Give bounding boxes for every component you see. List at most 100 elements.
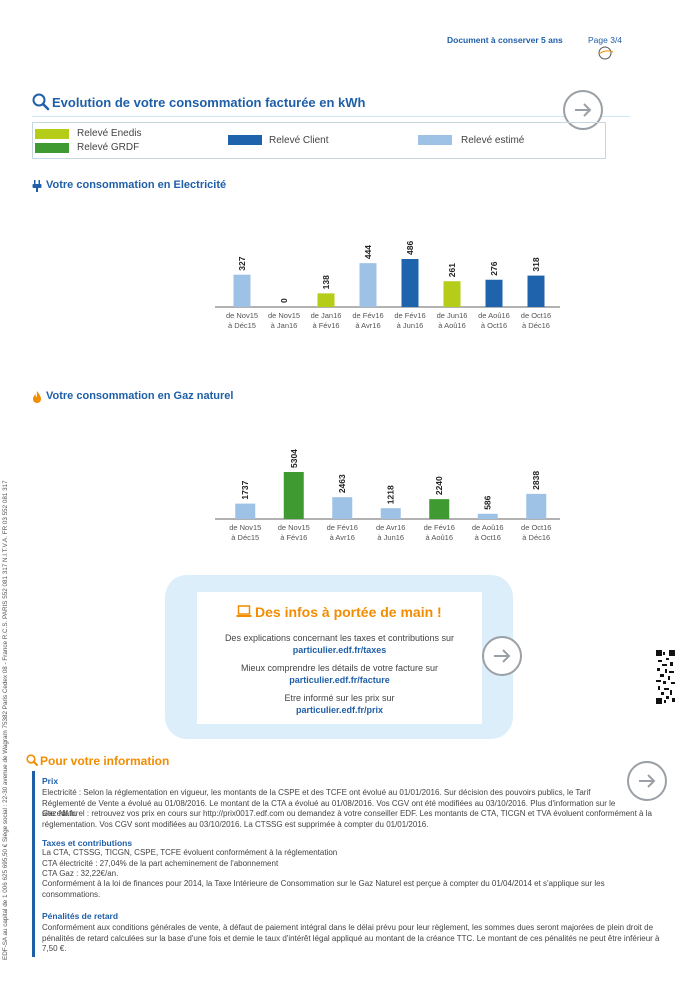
bar-value-label: 2240 (434, 476, 444, 495)
category-label: à Déc15 (231, 533, 259, 542)
magnifier-icon (26, 754, 38, 766)
legend-swatch-enedis (35, 129, 69, 139)
chart-bar (527, 275, 545, 307)
arrow-right-icon (575, 103, 592, 117)
category-label: de Nov15 (226, 311, 258, 320)
category-label: de Nov15 (278, 523, 310, 532)
info-link-prix[interactable]: particulier.edf.fr/prix (295, 705, 384, 715)
category-label: à Déc16 (522, 533, 550, 542)
bar-value-label: 261 (447, 263, 457, 277)
chart-bar (317, 293, 335, 307)
info-text-prix: Etre informé sur les prix sur (284, 693, 395, 703)
category-label: à Déc16 (522, 321, 550, 330)
chart-bar (233, 274, 251, 307)
category-label: de Nov15 (268, 311, 300, 320)
category-label: à Déc15 (228, 321, 256, 330)
bar-value-label: 327 (237, 256, 247, 270)
category-label: de Avr16 (376, 523, 405, 532)
bar-value-label: 138 (321, 275, 331, 289)
info-link-facture[interactable]: particulier.edf.fr/facture (289, 675, 390, 685)
category-label: de Fév16 (394, 311, 425, 320)
bar-value-label: 2463 (337, 474, 347, 493)
info-link-taxes[interactable]: particulier.edf.fr/taxes (292, 645, 387, 655)
info-text-facture: Mieux comprendre les détails de votre fa… (240, 663, 439, 673)
legend-label-client: Relevé Client (269, 135, 329, 146)
bar-value-label: 586 (483, 495, 493, 509)
taxes-line-4: Conformément à la loi de finances pour 2… (42, 879, 605, 899)
prix-electricite-text: Electricité : Selon la réglementation en… (42, 788, 616, 818)
category-label: de Aoû16 (478, 311, 510, 320)
gas-title: Votre consommation en Gaz naturel (46, 390, 234, 402)
more-arrow-button[interactable] (563, 90, 603, 130)
info-title: Des infos à portée de main ! (255, 604, 442, 620)
category-label: de Jan16 (311, 311, 342, 320)
category-label: à Oct16 (481, 321, 507, 330)
bar-value-label: 5304 (289, 449, 299, 468)
bar-value-label: 2838 (531, 471, 541, 490)
chart-bar (332, 497, 353, 519)
taxes-line-2: CTA électricité : 27,04% de la part ache… (42, 859, 279, 868)
plug-icon (32, 180, 42, 192)
arrow-right-icon (494, 649, 511, 663)
legend-swatch-estime (418, 135, 452, 145)
category-label: de Aoû16 (472, 523, 504, 532)
category-label: de Nov15 (229, 523, 261, 532)
category-label: à Jun16 (397, 321, 424, 330)
prix-gaz-text: Gaz Naturel : retrouvez vos prix en cour… (42, 809, 652, 829)
category-label: de Fév16 (352, 311, 383, 320)
chart-bar (485, 279, 503, 307)
information-accent-bar (32, 771, 35, 957)
consumption-title: Evolution de votre consommation facturée… (52, 95, 366, 110)
category-label: à Aoû16 (438, 321, 466, 330)
bar-value-label: 276 (489, 261, 499, 275)
info-arrow-button[interactable] (482, 636, 522, 676)
category-label: à Fév16 (312, 321, 339, 330)
chart-legend: Relevé Enedis Relevé GRDF Relevé Client … (32, 122, 606, 159)
taxes-line-1: La CTA, CTSSG, TICGN, CSPE, TCFE évoluen… (42, 848, 338, 857)
legal-side-text: EDF-SA au capital de 1 006 625 695,50 € … (2, 480, 9, 960)
category-label: de Jun16 (437, 311, 468, 320)
taxes-line-3: CTA Gaz : 32,22€/an. (42, 869, 119, 878)
edf-logo (598, 46, 614, 60)
taxes-heading: Taxes et contributions (42, 838, 133, 848)
bar-value-label: 444 (363, 245, 373, 259)
chart-bar (401, 259, 419, 307)
bar-value-label: 486 (405, 241, 415, 255)
retention-note: Document à conserver 5 ans (447, 35, 563, 45)
info-text-taxes: Des explications concernant les taxes et… (224, 633, 455, 643)
chart-bar (477, 513, 498, 519)
chart-bar (380, 508, 401, 519)
category-label: à Aoû16 (425, 533, 453, 542)
legend-swatch-client (228, 135, 262, 145)
penalites-text: Conformément aux conditions générales de… (42, 923, 660, 953)
legend-label-grdf: Relevé GRDF (77, 142, 140, 153)
category-label: à Oct16 (475, 533, 501, 542)
category-label: à Fév16 (280, 533, 307, 542)
qr-code (656, 650, 675, 704)
chart-bar (359, 263, 377, 307)
chart-bar (526, 493, 547, 519)
legend-swatch-grdf (35, 143, 69, 153)
section-divider (32, 116, 630, 117)
prix-heading: Prix (42, 776, 59, 786)
legend-label-enedis: Relevé Enedis (77, 128, 142, 139)
magnifier-icon (32, 93, 50, 111)
bar-value-label: 318 (531, 257, 541, 271)
category-label: à Avr16 (330, 533, 355, 542)
electricity-title: Votre consommation en Electricité (46, 179, 227, 191)
page-number: Page 3/4 (588, 35, 623, 45)
bar-value-label: 0 (279, 298, 289, 303)
category-label: de Fév16 (424, 523, 455, 532)
category-label: à Jan16 (271, 321, 298, 330)
arrow-right-icon (639, 774, 656, 788)
laptop-icon (236, 605, 252, 617)
category-label: de Fév16 (327, 523, 358, 532)
legend-label-estime: Relevé estimé (461, 135, 525, 146)
information-arrow-button[interactable] (627, 761, 667, 801)
category-label: de Oct16 (521, 311, 551, 320)
chart-bar (235, 503, 256, 519)
flame-icon (33, 391, 41, 403)
chart-bar (429, 499, 450, 519)
category-label: de Oct16 (521, 523, 551, 532)
chart-bar (283, 472, 304, 519)
